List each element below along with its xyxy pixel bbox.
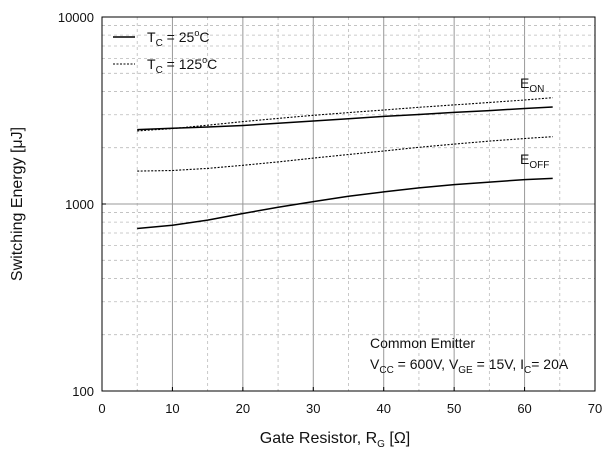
annotation-line-2: VCC = 600V, VGE = 15V, IC= 20A <box>370 356 569 376</box>
x-tick-label: 60 <box>517 401 531 416</box>
annotation-fragment: C <box>524 365 531 376</box>
series-line-eon-25c <box>137 106 553 131</box>
x-tick-label: 30 <box>306 401 320 416</box>
annotation-fragment: = 20A <box>531 356 569 372</box>
annotation-fragment: CC <box>379 365 393 376</box>
y-tick-label: 10000 <box>58 10 94 25</box>
x-tick-label: 70 <box>588 401 602 416</box>
series-label-eoff: EOFF <box>520 151 549 171</box>
annotation-line-1: Common Emitter <box>370 335 475 351</box>
x-tick-label: 50 <box>447 401 461 416</box>
x-tick-label: 10 <box>165 401 179 416</box>
x-tick-label: 0 <box>98 401 105 416</box>
series-line-eoff-25c <box>137 177 553 230</box>
legend: TC = 25oC TC = 125oC <box>113 28 217 76</box>
x-ticks: 0 10 20 30 40 50 60 70 <box>98 387 602 416</box>
annotation-fragment: V <box>370 356 380 372</box>
y-tick-label: 1000 <box>65 197 94 212</box>
legend-entry-25c: TC = 25oC <box>147 28 209 49</box>
series-line-eoff-125c <box>137 136 553 172</box>
x-axis-label: Gate Resistor, RG [Ω] <box>260 430 410 450</box>
series-layer <box>137 97 553 230</box>
x-tick-label: 40 <box>376 401 390 416</box>
annotation-fragment: = 600V, V <box>394 356 459 372</box>
y-tick-label: 100 <box>72 384 94 399</box>
annotation-fragment: GE <box>458 365 473 376</box>
x-tick-label: 20 <box>236 401 250 416</box>
y-ticks: 100 1000 10000 <box>58 10 106 399</box>
series-line-eon-125c <box>137 97 553 132</box>
y-axis-label: Switching Energy [μJ] <box>9 127 26 281</box>
series-label-eon: EON <box>520 75 544 95</box>
legend-entry-125c: TC = 125oC <box>147 55 217 76</box>
grid <box>102 17 595 391</box>
annotation-fragment: = 15V, I <box>473 356 524 372</box>
